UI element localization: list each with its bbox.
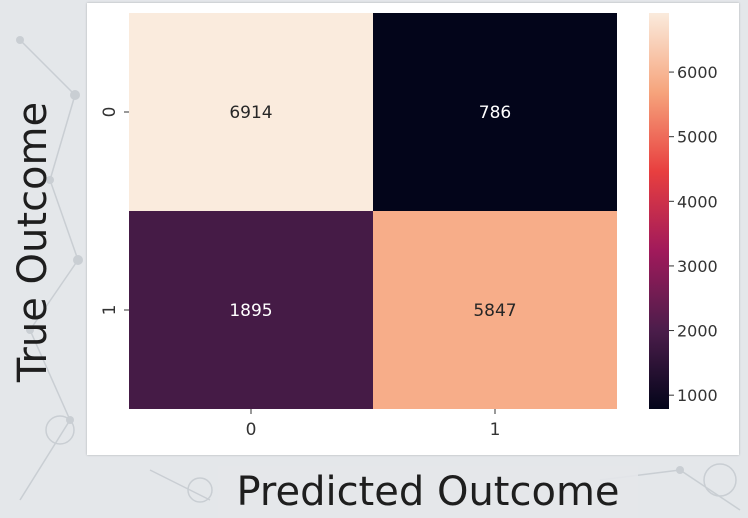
y-axis-title: True Outcome xyxy=(10,101,56,383)
heatmap-cell-0-1 xyxy=(373,13,617,211)
y-tick-label: 1 xyxy=(100,305,120,316)
heatmap-cell-labels: 6914 786 1895 5847 xyxy=(229,103,516,321)
colorbar-tick-label: 3000 xyxy=(677,257,718,276)
colorbar-tick-label: 2000 xyxy=(677,322,718,341)
heatmap-cell-1-1 xyxy=(373,211,617,409)
y-tick-label: 0 xyxy=(100,107,120,118)
x-axis-title: Predicted Outcome xyxy=(218,466,638,518)
cell-value-label: 6914 xyxy=(229,103,272,123)
heatmap-cell-1-0 xyxy=(129,211,373,409)
cell-value-label: 1895 xyxy=(229,301,272,321)
colorbar-ticks: 1000 2000 3000 4000 5000 6000 xyxy=(669,63,718,405)
cell-value-label: 5847 xyxy=(473,301,516,321)
colorbar-tick-label: 4000 xyxy=(677,192,718,211)
x-tick-label: 0 xyxy=(246,420,257,440)
y-axis-ticks: 01 xyxy=(100,107,129,316)
heatmap-cell-0-0 xyxy=(129,13,373,211)
x-tick-label: 1 xyxy=(490,420,501,440)
colorbar-tick-label: 1000 xyxy=(677,386,718,405)
heatmap-cells xyxy=(129,13,617,409)
colorbar-tick-label: 5000 xyxy=(677,128,718,147)
cell-value-label: 786 xyxy=(479,103,511,123)
colorbar-tick-label: 6000 xyxy=(677,63,718,82)
colorbar xyxy=(649,13,669,409)
